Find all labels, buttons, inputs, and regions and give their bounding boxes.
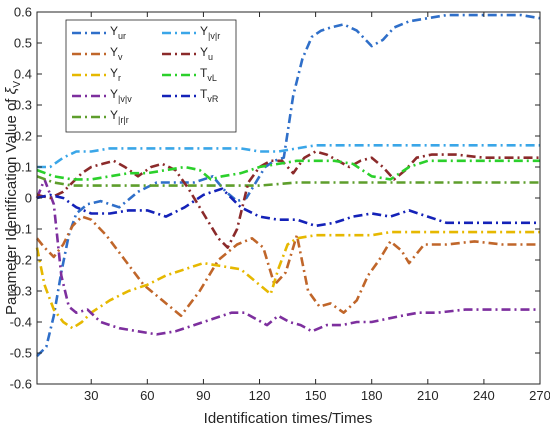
- x-tick-label: 240: [473, 388, 495, 403]
- x-tick-label: 150: [305, 388, 327, 403]
- legend-entry: Yv: [110, 45, 123, 62]
- y-tick-label: 0.3: [14, 98, 32, 113]
- legend-entry: Y|v|r: [200, 24, 220, 41]
- series-line-y-u: [36, 150, 540, 249]
- y-tick-label: -0.2: [10, 253, 32, 268]
- y-axis-label-main: Parameter Identification Value of: [3, 94, 20, 315]
- legend-entry: Yu: [200, 45, 213, 62]
- y-tick-label: -0.4: [10, 315, 32, 330]
- series-layer: [35, 13, 541, 358]
- y-tick-label: 0.6: [14, 5, 32, 20]
- x-tick-label: 30: [84, 388, 98, 403]
- x-tick-label: 60: [140, 388, 154, 403]
- series-line-t-vr: [36, 187, 540, 228]
- legend-entry: Yr: [110, 66, 121, 83]
- legend-entry: Y|r|r: [110, 108, 129, 125]
- y-axis-label: Parameter Identification Value of ξV: [3, 81, 23, 315]
- legend-entry: Yur: [110, 24, 126, 41]
- y-tick-label: -0.6: [10, 377, 32, 392]
- legend: Yur Yv Yr Y|v|v Y|r|r Y|v|r Yu TvL TvR: [65, 19, 237, 133]
- series-line-y-vv: [35, 178, 540, 336]
- x-tick-label: 120: [249, 388, 271, 403]
- series-line-y-r: [35, 230, 540, 330]
- ticks-layer: 30 60 90 120 150 180 210 240 270 -0.6 -0.5 -0.4 -0.3…: [10, 5, 550, 404]
- y-tick-label: -0.1: [10, 222, 32, 237]
- y-tick-label: 0.2: [14, 129, 32, 144]
- x-tick-label: 180: [361, 388, 383, 403]
- y-tick-label: -0.5: [10, 346, 32, 361]
- y-tick-label: 0.5: [14, 36, 32, 51]
- x-axis-label: Identification times/Times: [204, 410, 373, 427]
- legend-entry: TvL: [200, 66, 217, 83]
- series-line-y-v: [35, 215, 540, 318]
- legend-entry: TvR: [200, 87, 219, 104]
- series-line-y-vr: [37, 144, 540, 169]
- y-tick-label: 0: [25, 191, 32, 206]
- y-tick-label: 0.4: [14, 67, 32, 82]
- y-axis-label-symbol: ξ: [3, 86, 20, 94]
- x-tick-label: 90: [196, 388, 210, 403]
- x-tick-label: 210: [417, 388, 439, 403]
- y-tick-label: -0.3: [10, 284, 32, 299]
- y-tick-label: 0.1: [14, 160, 32, 175]
- y-axis-label-sub: V: [12, 81, 23, 88]
- legend-entry: Y|v|v: [110, 87, 132, 104]
- series-line-t-vl: [36, 159, 540, 181]
- x-tick-label: 270: [529, 388, 550, 403]
- series-line-y-rr: [36, 175, 540, 187]
